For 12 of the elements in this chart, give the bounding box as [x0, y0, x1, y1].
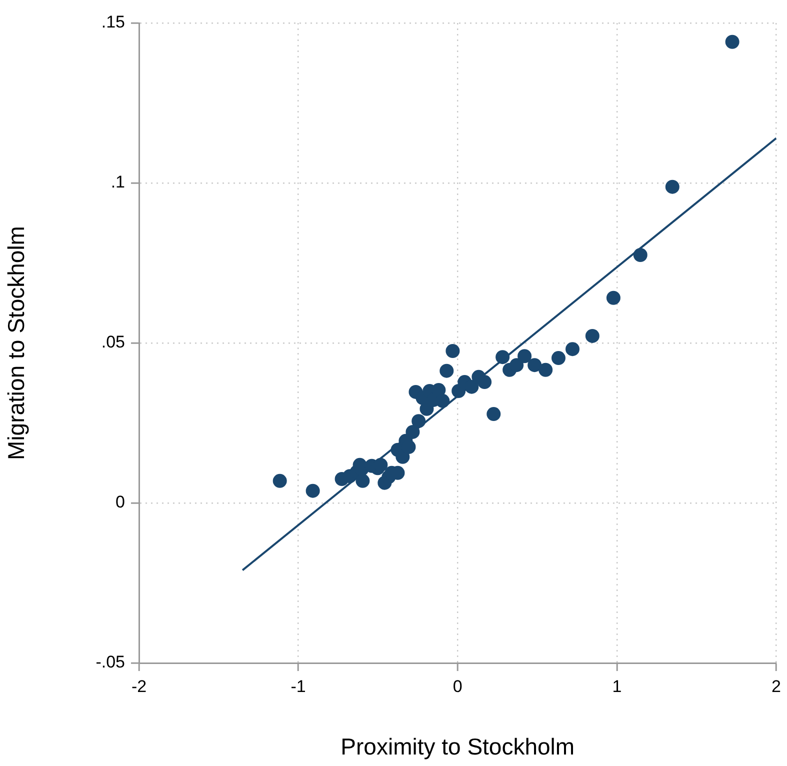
y-tick-label: -.05 [96, 652, 125, 672]
x-tick-label: -1 [290, 676, 306, 696]
x-tick-label: 1 [612, 676, 622, 696]
x-axis-title: Proximity to Stockholm [340, 734, 575, 760]
y-tick-label: .15 [101, 12, 125, 32]
x-tick-label: -2 [131, 676, 147, 696]
x-tick-label: 2 [772, 676, 782, 696]
y-tick-label: 0 [116, 492, 125, 512]
y-tick-label: .05 [101, 332, 125, 352]
y-axis-title: Migration to Stockholm [3, 226, 30, 460]
x-tick-label: 0 [452, 676, 462, 696]
y-tick-label: .1 [110, 172, 125, 192]
